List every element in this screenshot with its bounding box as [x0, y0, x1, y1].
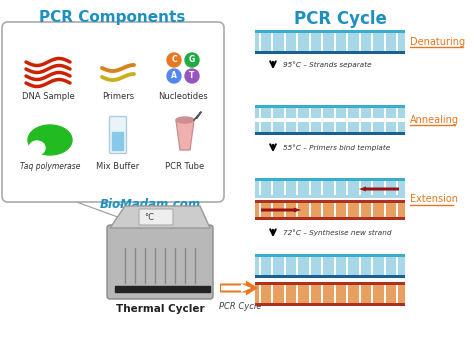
Bar: [255, 203, 405, 217]
Bar: [255, 285, 405, 303]
Bar: [255, 217, 405, 220]
Text: PCR Components: PCR Components: [39, 10, 185, 25]
Ellipse shape: [29, 141, 45, 155]
Circle shape: [185, 53, 199, 67]
Ellipse shape: [28, 125, 72, 155]
Ellipse shape: [176, 117, 194, 123]
Bar: [255, 33, 405, 51]
Text: Taq polymerase: Taq polymerase: [20, 162, 80, 171]
Text: T: T: [189, 72, 195, 80]
Text: 72°C – Synthesise new strand: 72°C – Synthesise new strand: [283, 230, 392, 236]
Text: Thermal Cycler: Thermal Cycler: [116, 304, 204, 314]
Text: PCR Tube: PCR Tube: [165, 162, 205, 171]
Text: DNA Sample: DNA Sample: [22, 92, 74, 101]
Circle shape: [167, 69, 181, 83]
FancyArrow shape: [221, 283, 251, 292]
FancyBboxPatch shape: [2, 22, 224, 202]
Bar: [255, 30, 405, 33]
Text: Primers: Primers: [102, 92, 134, 101]
Text: G: G: [189, 55, 195, 65]
Bar: [255, 178, 405, 181]
Text: C: C: [171, 55, 177, 65]
Text: PCR Cycle: PCR Cycle: [219, 302, 261, 311]
Text: BioMadam.com: BioMadam.com: [100, 198, 201, 211]
Bar: [255, 108, 405, 118]
Bar: [255, 132, 405, 135]
FancyArrow shape: [359, 186, 399, 192]
Text: °C: °C: [144, 213, 154, 222]
Text: PCR Cycle: PCR Cycle: [293, 10, 386, 28]
Bar: [255, 200, 405, 203]
FancyBboxPatch shape: [107, 225, 213, 299]
Bar: [115, 286, 210, 292]
FancyArrow shape: [220, 280, 258, 295]
Bar: [255, 254, 405, 257]
FancyBboxPatch shape: [109, 117, 127, 153]
Text: 55°C – Primers bind template: 55°C – Primers bind template: [283, 144, 390, 151]
Bar: [255, 122, 405, 132]
Bar: [255, 257, 405, 275]
Text: Denaturing: Denaturing: [410, 37, 465, 47]
Bar: [255, 51, 405, 54]
Bar: [255, 275, 405, 278]
Circle shape: [167, 53, 181, 67]
Bar: [255, 195, 405, 198]
Text: Extension: Extension: [410, 194, 458, 204]
Polygon shape: [176, 120, 194, 150]
Bar: [255, 303, 405, 306]
Text: Mix Buffer: Mix Buffer: [96, 162, 140, 171]
Bar: [255, 105, 405, 108]
FancyBboxPatch shape: [139, 209, 173, 225]
Bar: [112, 132, 124, 150]
Bar: [255, 282, 405, 285]
Circle shape: [185, 69, 199, 83]
Text: A: A: [171, 72, 177, 80]
Polygon shape: [110, 206, 210, 228]
Bar: [255, 181, 405, 195]
Text: Annealing: Annealing: [410, 115, 459, 125]
Text: Nucleotides: Nucleotides: [158, 92, 208, 101]
Text: 95°C – Strands separate: 95°C – Strands separate: [283, 62, 372, 68]
FancyArrow shape: [261, 207, 301, 213]
